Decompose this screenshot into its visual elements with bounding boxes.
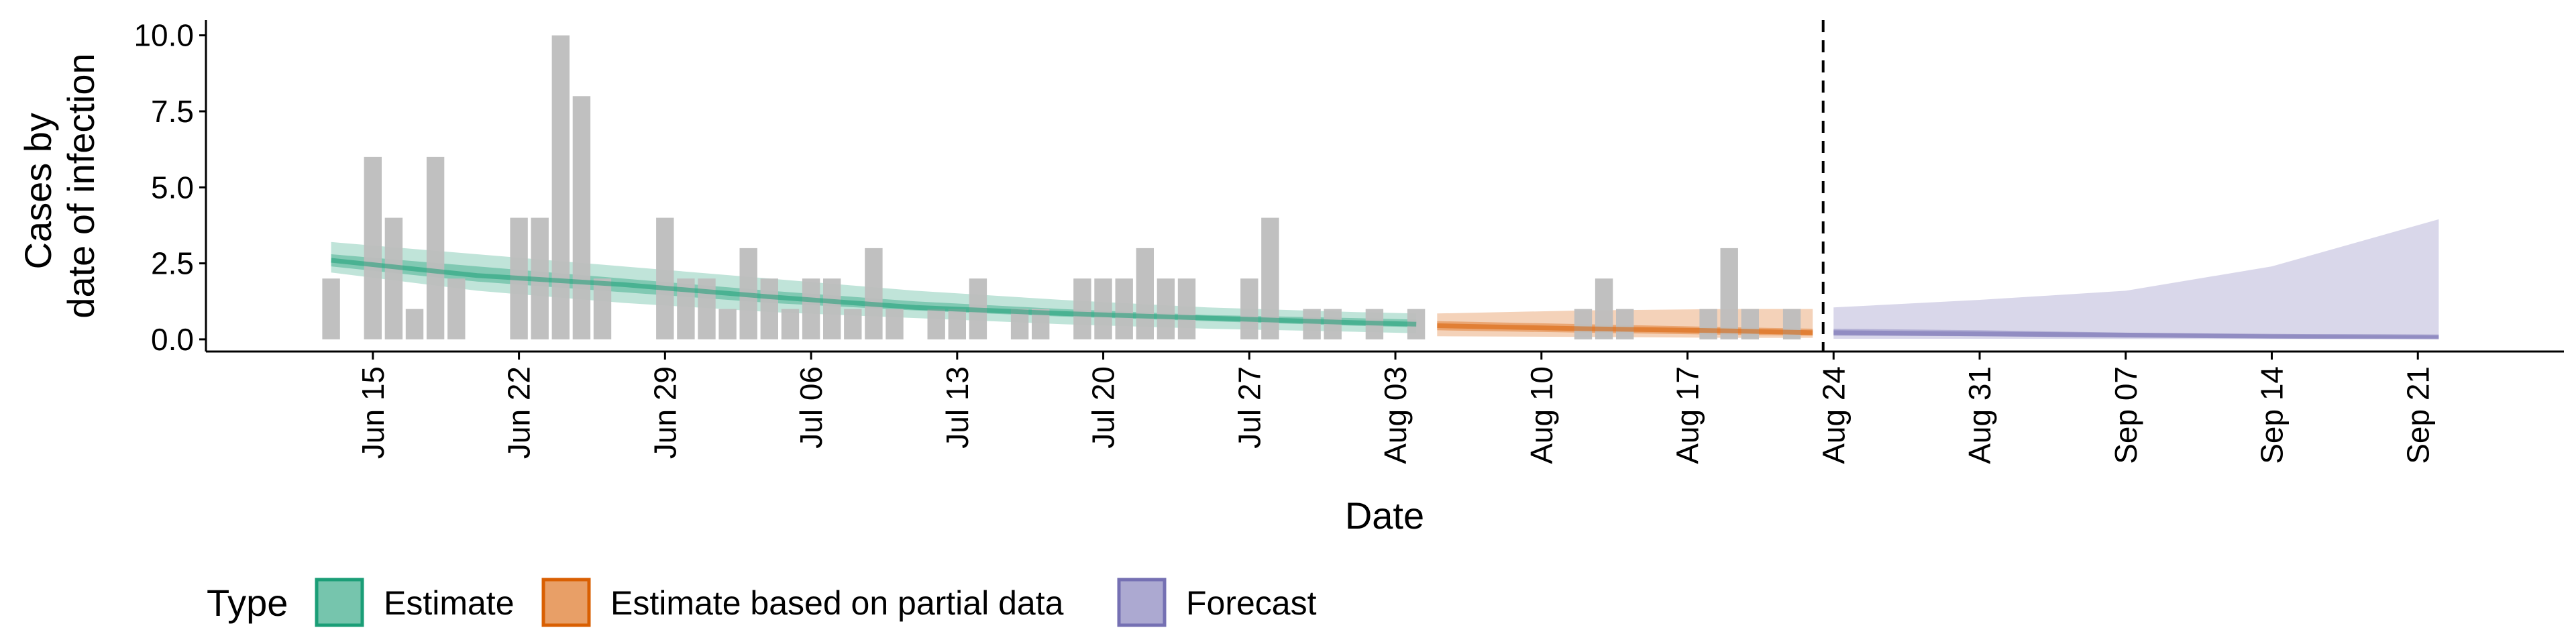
case-bar	[760, 278, 778, 339]
case-bar	[322, 278, 340, 339]
case-bar	[1115, 278, 1133, 339]
y-tick-label: 7.5	[151, 94, 194, 129]
y-tick-label: 0.0	[151, 322, 194, 357]
axes	[205, 20, 2564, 353]
legend-key-estimate	[315, 578, 364, 627]
y-axis-title-line-2: date of infection	[60, 53, 102, 318]
case-bar	[1616, 309, 1634, 339]
forecast-outer-band	[1833, 219, 2439, 339]
case-bar	[1782, 309, 1801, 339]
case-bar	[1699, 309, 1717, 339]
case-bar	[572, 96, 591, 339]
case-bar	[426, 156, 445, 339]
case-bar	[447, 278, 466, 339]
legend-key-estimate-based-on-partial-data	[541, 578, 591, 627]
estimate-based-on-partial-data-median-line	[1437, 323, 1813, 335]
x-tick-label: Jun 29	[647, 366, 682, 459]
x-tick-label: Aug 17	[1670, 366, 1705, 464]
case-bar	[844, 309, 862, 339]
x-axis-title: Date	[1345, 494, 1424, 537]
x-tick-label: Aug 24	[1816, 366, 1851, 464]
case-bar	[1177, 278, 1196, 339]
legend-label-forecast: Forecast	[1186, 584, 1317, 622]
case-bar	[1240, 278, 1258, 339]
case-bar	[364, 156, 382, 339]
median-lines	[331, 258, 2439, 339]
case-bar	[823, 278, 841, 339]
x-tick-label: Sep 21	[2400, 366, 2435, 464]
x-tick-label: Jul 27	[1232, 366, 1267, 449]
case-bar	[1720, 248, 1738, 339]
x-tick-label: Aug 10	[1524, 366, 1559, 464]
y-tick-label: 2.5	[151, 246, 194, 281]
case-bar	[802, 278, 820, 339]
x-tick-label: Jul 13	[940, 366, 975, 449]
case-bar	[865, 248, 883, 339]
x-tick-label: Jul 20	[1086, 366, 1121, 449]
y-tick-label: 5.0	[151, 170, 194, 205]
x-tick-label: Aug 03	[1378, 366, 1413, 464]
case-bar	[593, 278, 612, 339]
legend-title: Type	[207, 582, 288, 624]
case-bar	[698, 278, 716, 339]
legend-key-forecast	[1117, 578, 1167, 627]
case-bar	[405, 309, 424, 339]
case-bar	[1073, 278, 1091, 339]
case-bar	[656, 217, 674, 339]
case-bar	[948, 309, 966, 339]
x-tick-label: Sep 07	[2108, 366, 2143, 464]
legend-label-estimate: Estimate	[384, 584, 515, 622]
x-tick-label: Jun 15	[356, 366, 390, 459]
y-tick-label: 10.0	[133, 18, 194, 53]
x-tick-label: Jul 06	[794, 366, 828, 449]
estimate-median-line	[331, 258, 1417, 327]
case-bar	[1741, 309, 1759, 339]
case-bar	[1136, 248, 1154, 339]
case-bar	[927, 309, 945, 339]
x-tick-label: Jun 22	[502, 366, 537, 459]
case-bar	[718, 309, 737, 339]
case-bar	[885, 309, 904, 339]
x-tick-label: Aug 31	[1962, 366, 1997, 464]
y-axis-title-line-1: Cases by	[17, 113, 59, 269]
case-bar	[1303, 309, 1321, 339]
case-bar	[1574, 309, 1593, 339]
case-bar	[384, 217, 403, 339]
case-bar	[1157, 278, 1175, 339]
legend: Type Estimate Estimate based on partial d…	[207, 578, 1317, 627]
case-bar	[1094, 278, 1112, 339]
case-bar	[551, 35, 570, 339]
x-tick-label: Sep 14	[2255, 366, 2290, 464]
y-axis-title: Cases by date of infection	[17, 53, 102, 318]
observed-cases-bars	[322, 35, 1801, 339]
legend-label-estimate-based-on-partial-data: Estimate based on partial data	[610, 584, 1064, 622]
y-axis-ticks: 0.0 2.5 5.0 7.5 10.0	[133, 18, 206, 357]
x-axis-ticks: Jun 15 Jun 22 Jun 29 Jul 06 Jul 13 Jul 20 Jul …	[356, 352, 2435, 464]
case-bar	[781, 309, 800, 339]
forecast-median-line	[1833, 330, 2439, 339]
